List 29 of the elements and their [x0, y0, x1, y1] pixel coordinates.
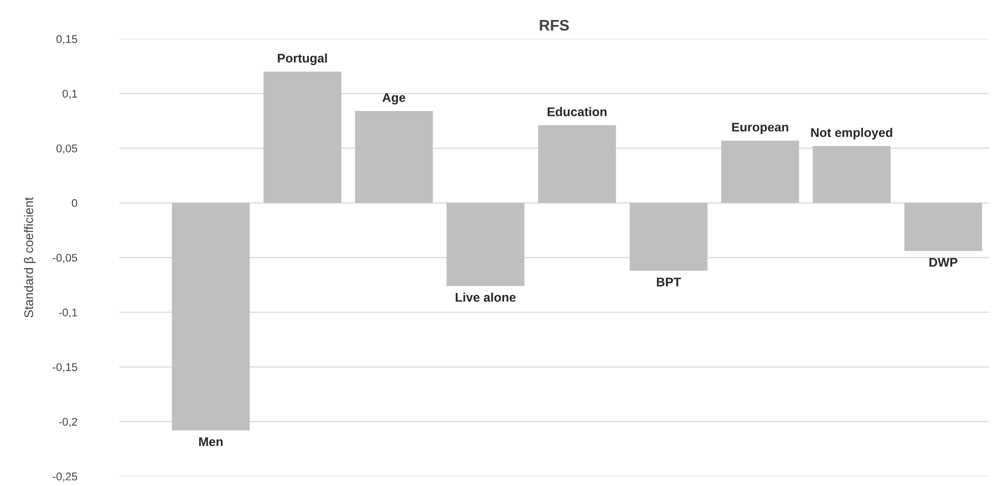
y-tick-label: -0,2 — [58, 418, 78, 428]
x-tick-label: Education — [548, 107, 606, 116]
bar — [446, 202, 524, 286]
bar — [812, 146, 891, 203]
bar — [355, 111, 433, 203]
y-tick-label: 0,05 — [56, 144, 78, 154]
bar — [630, 202, 708, 271]
y-tick-label: -0,1 — [58, 308, 78, 318]
x-tick-label: DWP — [930, 258, 958, 267]
x-tick-label: European — [732, 122, 788, 134]
y-axis-title: Standard β coefficient — [24, 197, 36, 318]
x-tick-label: Men — [199, 437, 223, 446]
y-tick-label: -0,25 — [52, 472, 78, 482]
y-tick-label: 0,1 — [62, 90, 78, 100]
x-tick-label: Portugal — [278, 53, 327, 66]
y-tick-label: 0 — [72, 199, 78, 208]
y-tick-label: 0,15 — [56, 35, 78, 44]
bar — [263, 72, 342, 203]
bar — [904, 202, 982, 252]
x-tick-label: Age — [382, 93, 406, 104]
bar — [172, 202, 250, 430]
y-tick-label: -0,05 — [52, 254, 78, 264]
x-tick-label: Not employed — [811, 128, 892, 140]
bar — [538, 125, 616, 203]
x-tick-label: BPT — [656, 278, 681, 286]
bar — [721, 140, 800, 203]
y-tick-label: -0,15 — [52, 363, 78, 372]
x-tick-label: Live alone — [456, 292, 516, 302]
chart-title: RFS — [540, 20, 569, 31]
